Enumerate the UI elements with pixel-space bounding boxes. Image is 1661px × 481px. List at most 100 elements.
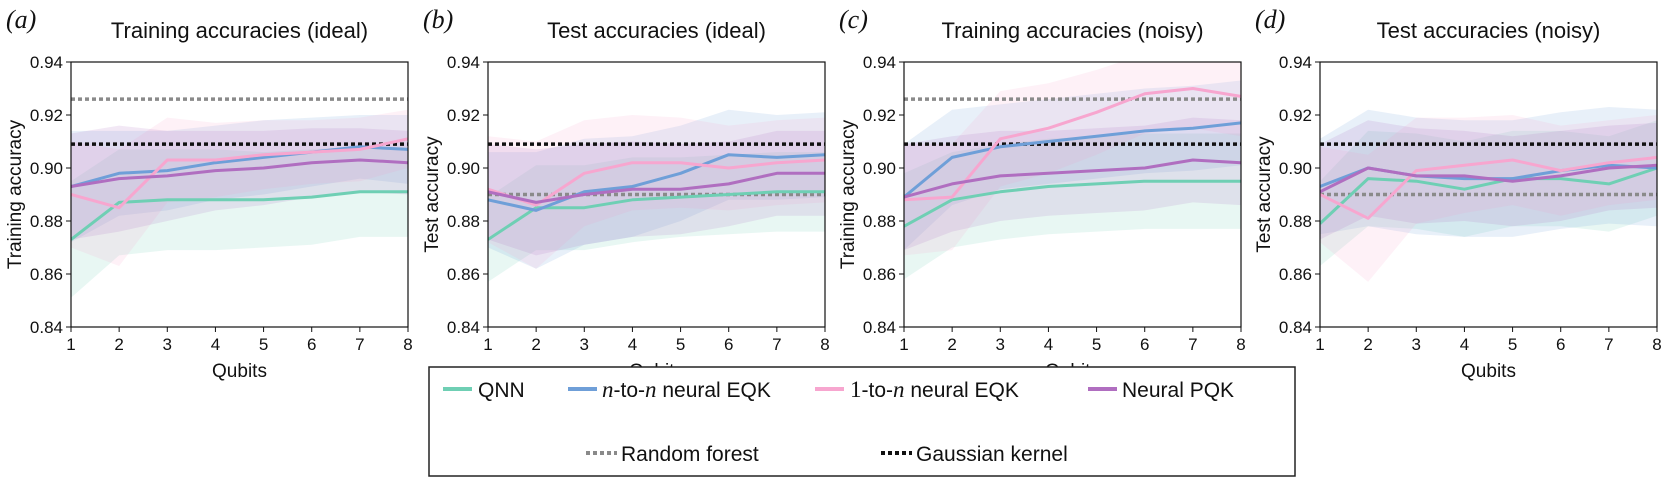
x-tick-label: 6: [307, 335, 316, 354]
y-tick-label: 0.84: [1279, 318, 1312, 337]
x-tick-label: 4: [211, 335, 220, 354]
plot-area: [904, 62, 1241, 280]
x-tick-label: 3: [580, 335, 589, 354]
band-n-to-n-neural-eqk: [1320, 107, 1657, 237]
y-tick-label: 0.92: [1279, 106, 1312, 125]
series-line-qnn: [1320, 166, 1657, 225]
y-axis-label: Test accuracy: [422, 136, 443, 253]
x-tick-label: 1: [66, 335, 75, 354]
y-tick-label: 0.86: [863, 265, 896, 284]
plot-area: [488, 109, 825, 282]
x-tick-label: 8: [820, 335, 829, 354]
series-line-n-to-n-neural-eqk: [488, 153, 825, 212]
axes-frame: [70, 61, 409, 328]
series-line-1-to-n-neural-eqk: [904, 87, 1241, 202]
x-tick-label: 7: [1188, 335, 1197, 354]
y-tick-label: 0.90: [447, 159, 480, 178]
y-tick-label: 0.92: [863, 106, 896, 125]
x-tick-label: 8: [1652, 335, 1661, 354]
series-line-n-to-n-neural-eqk: [904, 121, 1241, 199]
band-1-to-n-neural-eqk: [488, 115, 825, 269]
x-tick-label: 1: [1315, 335, 1324, 354]
band-neural-pqk: [71, 125, 408, 240]
y-tick-label: 0.88: [447, 212, 480, 231]
plot-area: [71, 97, 408, 298]
y-tick-label: 0.90: [30, 159, 63, 178]
panel-label: (a): [6, 5, 36, 34]
series-line-qnn: [71, 190, 408, 241]
x-tick-label: 8: [403, 335, 412, 354]
x-tick-label: 3: [1412, 335, 1421, 354]
band-qnn: [71, 146, 408, 298]
series-line-neural-pqk: [71, 158, 408, 188]
legend-label-n-to-n-neural-eqk: n-to-n neural EQK: [602, 377, 771, 402]
y-tick-label: 0.86: [447, 265, 480, 284]
y-tick-label: 0.92: [30, 106, 63, 125]
legend-label-qnn: QNN: [478, 379, 525, 402]
x-tick-label: 8: [1236, 335, 1245, 354]
x-tick-label: 2: [1363, 335, 1372, 354]
chart-title: Test accuracies (ideal): [547, 18, 766, 43]
band-n-to-n-neural-eqk: [71, 115, 408, 243]
band-n-to-n-neural-eqk: [904, 80, 1241, 251]
panel-label: (c): [839, 5, 868, 34]
series-line-neural-pqk: [1320, 163, 1657, 194]
series-line-1-to-n-neural-eqk: [71, 137, 408, 210]
panel-d: (d) Test accuracies (noisy) 0.84 0.86 0.88 0.…: [1254, 5, 1661, 382]
y-axis-label: Training accuracy: [5, 119, 26, 269]
x-tick-label: 1: [899, 335, 908, 354]
y-tick-label: 0.84: [30, 318, 63, 337]
axes-frame: [903, 61, 1242, 328]
x-tick-label: 1: [483, 335, 492, 354]
panels: (a) Training accuracies (ideal) 0.84 0.86 0.…: [5, 5, 1661, 382]
axes-frame: [1319, 61, 1658, 328]
legend: QNN n-to-n neural EQK 1-to-n neural EQK …: [428, 366, 1296, 477]
y-axis-label: Test accuracy: [1254, 136, 1275, 253]
x-tick-label: 6: [724, 335, 733, 354]
legend-label-random-forest: Random forest: [621, 443, 759, 466]
panel-b: (b) Test accuracies (ideal) 0.84 0.86 0.88 0.…: [422, 5, 830, 382]
y-axis-label: Training accuracy: [838, 119, 859, 269]
band-qnn: [488, 152, 825, 282]
legend-entry-random-forest: Random forest: [586, 443, 759, 466]
y-tick-label: 0.94: [30, 53, 63, 72]
legend-entry-neural-pqk: Neural PQK: [1088, 379, 1234, 402]
x-tick-label: 4: [1460, 335, 1469, 354]
x-tick-label: 3: [996, 335, 1005, 354]
y-tick-label: 0.92: [447, 106, 480, 125]
x-tick-label: 5: [676, 335, 685, 354]
series-line-qnn: [904, 179, 1241, 228]
y-tick-label: 0.94: [1279, 53, 1312, 72]
x-tick-label: 6: [1556, 335, 1565, 354]
chart-title: Training accuracies (noisy): [941, 18, 1203, 43]
x-tick-label: 4: [628, 335, 637, 354]
legend-entry-n-to-n-neural-eqk: n-to-n neural EQK: [568, 377, 771, 402]
x-tick-label: 4: [1044, 335, 1053, 354]
series-line-neural-pqk: [488, 171, 825, 204]
y-tick-label: 0.88: [863, 212, 896, 231]
series-line-1-to-n-neural-eqk: [1320, 155, 1657, 220]
plot-area: [1320, 107, 1657, 282]
panel-a: (a) Training accuracies (ideal) 0.84 0.86 0.…: [5, 5, 413, 382]
legend-entry-gaussian-kernel: Gaussian kernel: [881, 443, 1068, 466]
x-tick-label: 3: [163, 335, 172, 354]
y-tick-label: 0.90: [863, 159, 896, 178]
legend-label-1-to-n-neural-eqk: 1-to-n neural EQK: [850, 377, 1019, 402]
x-tick-label: 2: [531, 335, 540, 354]
y-tick-label: 0.86: [1279, 265, 1312, 284]
x-tick-label: 6: [1140, 335, 1149, 354]
x-tick-label: 5: [1092, 335, 1101, 354]
band-1-to-n-neural-eqk: [1320, 115, 1657, 282]
x-tick-label: 2: [947, 335, 956, 354]
legend-label-neural-pqk: Neural PQK: [1122, 379, 1234, 402]
x-tick-label: 7: [355, 335, 364, 354]
panel-c: (c) Training accuracies (noisy) 0.84 0.86 0.…: [838, 5, 1246, 382]
band-1-to-n-neural-eqk: [71, 109, 408, 266]
series-line-n-to-n-neural-eqk: [71, 145, 408, 188]
y-tick-label: 0.86: [30, 265, 63, 284]
panel-label: (d): [1255, 5, 1285, 34]
band-1-to-n-neural-eqk: [904, 62, 1241, 256]
x-axis-label: Qubits: [212, 361, 267, 382]
x-tick-label: 7: [1604, 335, 1613, 354]
